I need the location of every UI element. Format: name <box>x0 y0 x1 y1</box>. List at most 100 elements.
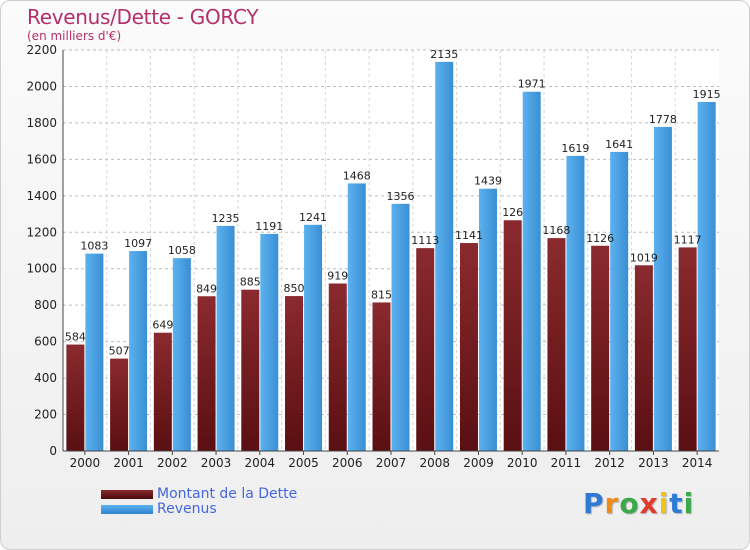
legend-swatch-revenus <box>101 505 153 514</box>
bar-revenus <box>304 224 323 451</box>
y-tick-label: 0 <box>49 444 57 458</box>
x-tick-label: 2000 <box>70 456 101 470</box>
bar-revenus <box>85 253 104 451</box>
data-label: 1126 <box>586 232 614 245</box>
data-label: 1971 <box>518 78 546 91</box>
data-label: 584 <box>65 331 86 344</box>
y-tick-label: 800 <box>34 298 57 312</box>
legend-swatch-dette <box>101 490 153 499</box>
data-labels: 584 1083 507 1097 649 1058 849 1235 885 1191 850 12… <box>65 48 721 358</box>
x-tick-label: 2012 <box>594 456 625 470</box>
legend-label-revenus: Revenus <box>157 501 217 517</box>
data-label: 850 <box>284 282 305 295</box>
data-label: 1235 <box>212 212 240 225</box>
data-label: 1083 <box>80 240 108 253</box>
bar-dette <box>591 245 610 451</box>
bar-revenus <box>435 61 454 452</box>
logo-letter: i <box>683 487 695 520</box>
data-label: 1019 <box>630 251 658 264</box>
x-tick-label: 2001 <box>113 456 144 470</box>
proxiti-logo: Proxiti <box>583 487 694 520</box>
data-label: 1619 <box>561 142 589 155</box>
bar-revenus <box>347 183 366 451</box>
chart-title: Revenus/Dette - GORCY <box>27 5 259 29</box>
data-label: 1168 <box>542 224 570 237</box>
chart-subtitle: (en milliers d'€) <box>27 29 122 43</box>
legend: Montant de la Dette Revenus <box>101 487 297 517</box>
data-label: 849 <box>196 282 217 295</box>
data-label: 1641 <box>605 138 633 151</box>
x-tick-label: 2006 <box>332 456 363 470</box>
legend-item-revenus: Revenus <box>101 502 297 517</box>
y-tick-label: 1800 <box>26 116 57 130</box>
x-tick-label: 2004 <box>245 456 276 470</box>
y-tick-label: 1400 <box>26 189 57 203</box>
data-label: 1141 <box>455 229 483 242</box>
data-label: 649 <box>152 319 173 332</box>
x-tick-label: 2002 <box>157 456 188 470</box>
bar-dette <box>197 296 216 451</box>
logo-letter: o <box>619 487 640 520</box>
plot-area <box>63 50 719 451</box>
bar-dette <box>241 289 260 451</box>
data-label: 1778 <box>649 113 677 126</box>
bar-dette <box>547 238 566 451</box>
data-label: 885 <box>240 276 261 289</box>
logo-letter: i <box>658 487 670 520</box>
data-label: 1468 <box>343 169 371 182</box>
legend-label-dette: Montant de la Dette <box>157 486 298 502</box>
y-tick-label: 400 <box>34 371 57 385</box>
data-label: 126 <box>502 206 523 219</box>
bar-revenus <box>129 251 148 451</box>
x-tick-label: 2003 <box>201 456 232 470</box>
bar-revenus <box>610 151 629 452</box>
bar-revenus <box>172 258 191 451</box>
data-label: 1191 <box>255 220 283 233</box>
axes: 0 200 400 600 800 1000 1200 1400 1600 1800 2000 220… <box>26 43 719 470</box>
bar-dette <box>372 302 391 451</box>
y-tick-label: 1200 <box>26 225 57 239</box>
data-label: 1097 <box>124 237 152 250</box>
bar-dette <box>634 265 653 451</box>
bar-revenus <box>653 126 672 451</box>
bar-revenus <box>216 225 235 451</box>
x-tick-label: 2013 <box>638 456 669 470</box>
x-tick-label: 2005 <box>288 456 319 470</box>
y-tick-label: 1600 <box>26 152 57 166</box>
data-label: 1356 <box>387 190 415 203</box>
logo-letter: t <box>669 487 684 520</box>
x-tick-label: 2010 <box>507 456 538 470</box>
legend-item-dette: Montant de la Dette <box>101 487 297 502</box>
bar-dette <box>285 296 304 451</box>
bar-revenus <box>391 203 410 451</box>
bar-dette <box>110 358 129 451</box>
logo-letter: r <box>604 487 620 520</box>
bar-dette <box>153 332 172 451</box>
data-label: 1439 <box>474 175 502 188</box>
data-label: 815 <box>371 288 392 301</box>
bar-revenus <box>522 91 541 452</box>
bar-revenus <box>566 155 585 451</box>
data-label: 1117 <box>674 233 702 246</box>
bar-revenus <box>478 188 497 452</box>
y-tick-label: 2200 <box>26 43 57 57</box>
bar-dette <box>328 283 347 451</box>
logo-letter: x <box>639 487 659 520</box>
gridlines <box>63 49 719 452</box>
y-tick-label: 600 <box>34 335 57 349</box>
data-label: 2135 <box>430 48 458 61</box>
x-tick-label: 2014 <box>682 456 713 470</box>
bars <box>66 61 716 452</box>
bar-dette <box>678 247 697 451</box>
y-tick-label: 1000 <box>26 262 57 276</box>
data-label: 1058 <box>168 244 196 257</box>
x-tick-label: 2011 <box>551 456 582 470</box>
data-label: 1915 <box>693 88 721 101</box>
bar-dette <box>503 220 522 451</box>
data-label: 507 <box>109 345 130 358</box>
x-tick-label: 2007 <box>376 456 407 470</box>
bar-dette <box>66 344 85 451</box>
data-label: 1113 <box>411 234 439 247</box>
